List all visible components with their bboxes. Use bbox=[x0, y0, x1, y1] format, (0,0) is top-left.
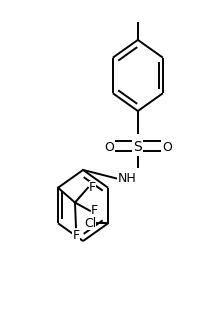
Text: Cl: Cl bbox=[84, 217, 96, 230]
Text: O: O bbox=[162, 141, 172, 154]
Text: F: F bbox=[91, 204, 98, 217]
Text: NH: NH bbox=[118, 172, 136, 185]
Text: F: F bbox=[89, 181, 96, 194]
Text: S: S bbox=[134, 140, 142, 154]
Text: F: F bbox=[73, 229, 80, 242]
Text: O: O bbox=[104, 141, 114, 154]
